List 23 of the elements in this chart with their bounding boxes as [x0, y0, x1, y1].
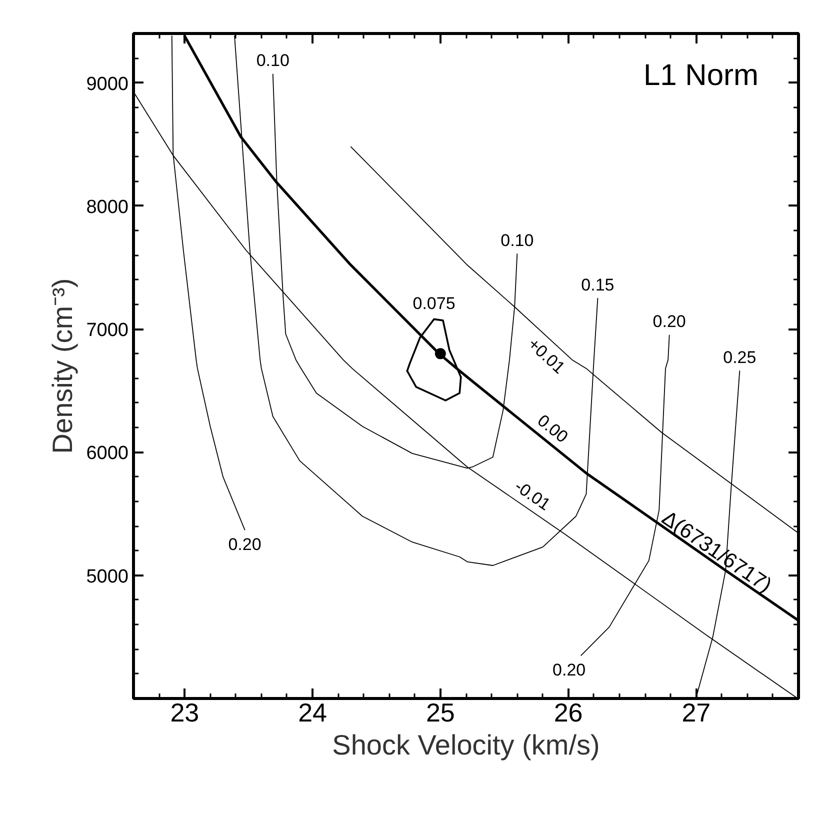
- series-label: 0.20: [228, 534, 262, 554]
- y-tick-label: 6000: [86, 443, 129, 464]
- x-tick-label: 27: [682, 698, 711, 728]
- series-label: 0.075: [412, 294, 456, 314]
- text: L1 Norm: [643, 59, 759, 92]
- series-label: 0.20: [552, 660, 586, 680]
- y-axis-title: Density (cm⁻³): [47, 278, 78, 454]
- text: -0.01: [511, 476, 554, 514]
- y-tick-label: 9000: [86, 74, 129, 95]
- x-axis-title: Shock Velocity (km/s): [332, 730, 600, 760]
- legend-label: 0.25: [723, 348, 756, 367]
- y-tick-label: 5000: [86, 566, 129, 588]
- y-tick-label: 7000: [86, 320, 129, 342]
- x-tick-label: 26: [554, 698, 583, 728]
- y-tick-label: 8000: [86, 196, 129, 218]
- text: 0.20: [652, 312, 686, 332]
- x-tick-label: 25: [426, 698, 455, 728]
- text: 0.00: [534, 410, 572, 447]
- series-label: 0.10: [256, 51, 290, 70]
- series-label: 0.15: [581, 275, 614, 294]
- x-tick-label: 23: [170, 698, 200, 728]
- x-tick-label: 24: [298, 698, 327, 728]
- text: 0.10: [500, 230, 534, 250]
